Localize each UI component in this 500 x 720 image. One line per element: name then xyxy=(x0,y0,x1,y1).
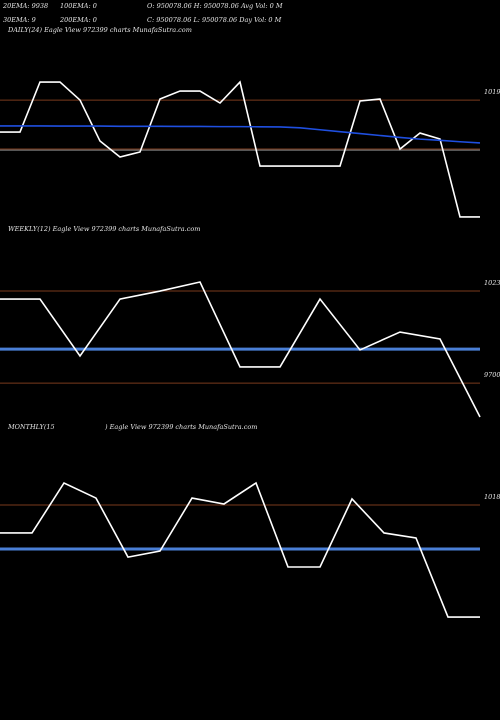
header-text: 200EMA: 0 xyxy=(59,16,97,24)
panel-title: DAILY(24) Eagle View 972399 charts Munaf… xyxy=(7,26,192,34)
y-tick-label: 10230 xyxy=(484,279,500,287)
price-line xyxy=(0,80,480,218)
panel-title: MONTHLY(15 xyxy=(7,423,55,431)
y-tick-label: 10190 xyxy=(484,88,500,96)
header-text: 20EMA: 9938 xyxy=(2,2,48,10)
panel-title: WEEKLY(12) Eagle View 972399 charts Muna… xyxy=(8,225,200,233)
header-text: 30EMA: 9 xyxy=(3,16,36,24)
price-line xyxy=(0,281,481,418)
price-line xyxy=(0,125,481,144)
header-text: C: 950078.06 L: 950078.06 Day Vol: 0 M xyxy=(147,16,282,24)
price-line xyxy=(0,481,480,618)
header-text: O: 950078.06 H: 950078.06 Avg Vol: 0 M xyxy=(147,2,283,10)
y-tick-label: 9700 xyxy=(484,371,500,379)
panel-title: ) Eagle View 972399 charts MunafaSutra.c… xyxy=(104,423,257,431)
y-tick-label: 10180 xyxy=(484,493,500,501)
header-text: 100EMA: 0 xyxy=(60,2,97,10)
